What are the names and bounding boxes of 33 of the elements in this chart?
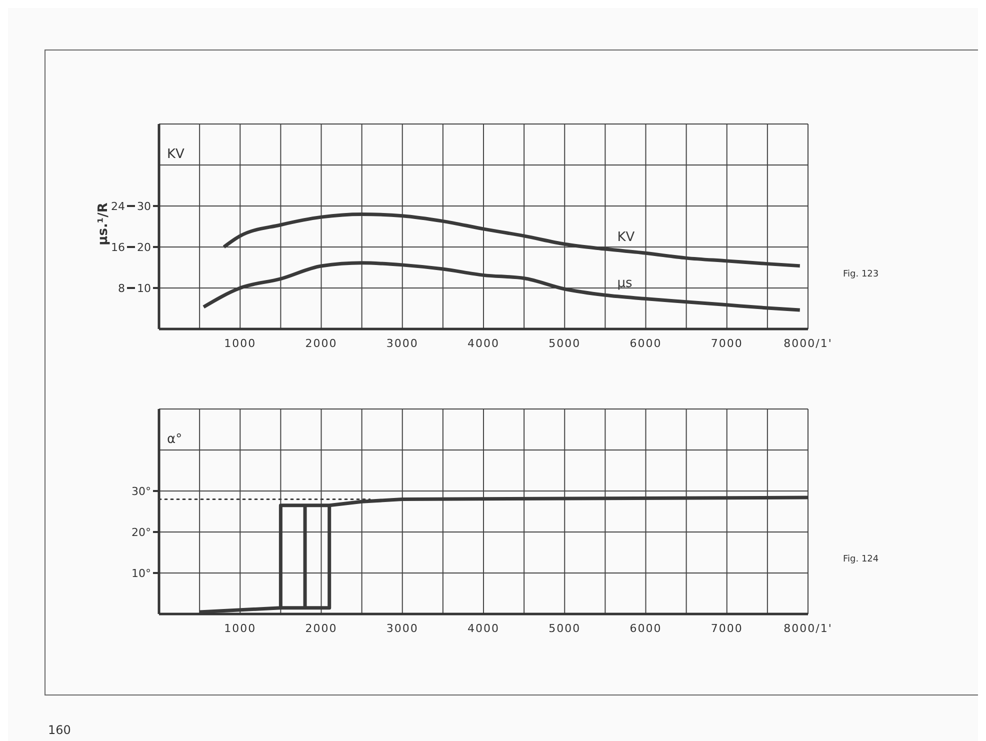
x-tick-label: 5000 [548,337,581,350]
y-tick-label: 20 [137,241,151,254]
x-tick-label: 3000 [386,337,418,350]
series-label: KV [617,230,635,246]
y2-tick-label: 16 [111,241,125,254]
x-tick-label: 8000/1' [784,337,832,350]
y-tick-label: 10 [137,282,151,295]
x-tick-label: 7000 [710,337,743,350]
y-tick-label: 20° [132,526,151,539]
y2-tick-label: 24 [111,200,125,213]
x-tick-label: 5000 [548,622,581,635]
y-tick-label: 30 [137,200,151,213]
text: 160 [48,723,71,737]
series-label: μs [617,276,632,292]
y2-axis-title: μs.¹/R [96,202,111,246]
x-tick-label: 4000 [468,337,500,350]
y-tick-label: 10° [132,567,151,580]
y-axis-title: α° [167,432,182,447]
caption: Fig. 123 [843,270,879,280]
x-tick-label: 2000 [305,622,338,635]
x-tick-label: 6000 [630,337,662,350]
x-tick-label: 6000 [630,622,662,635]
x-tick-label: 3000 [386,622,418,635]
x-tick-label: 1000 [224,622,256,635]
y-tick-label: 30° [132,485,151,498]
x-tick-label: 8000/1' [784,622,832,635]
x-tick-label: 7000 [710,622,743,635]
x-tick-label: 2000 [305,337,338,350]
x-tick-label: 4000 [468,622,500,635]
caption: Fig. 124 [843,554,879,564]
y2-tick-label: 8 [118,282,125,295]
x-tick-label: 1000 [224,337,256,350]
y-axis-title: KV [167,147,185,162]
